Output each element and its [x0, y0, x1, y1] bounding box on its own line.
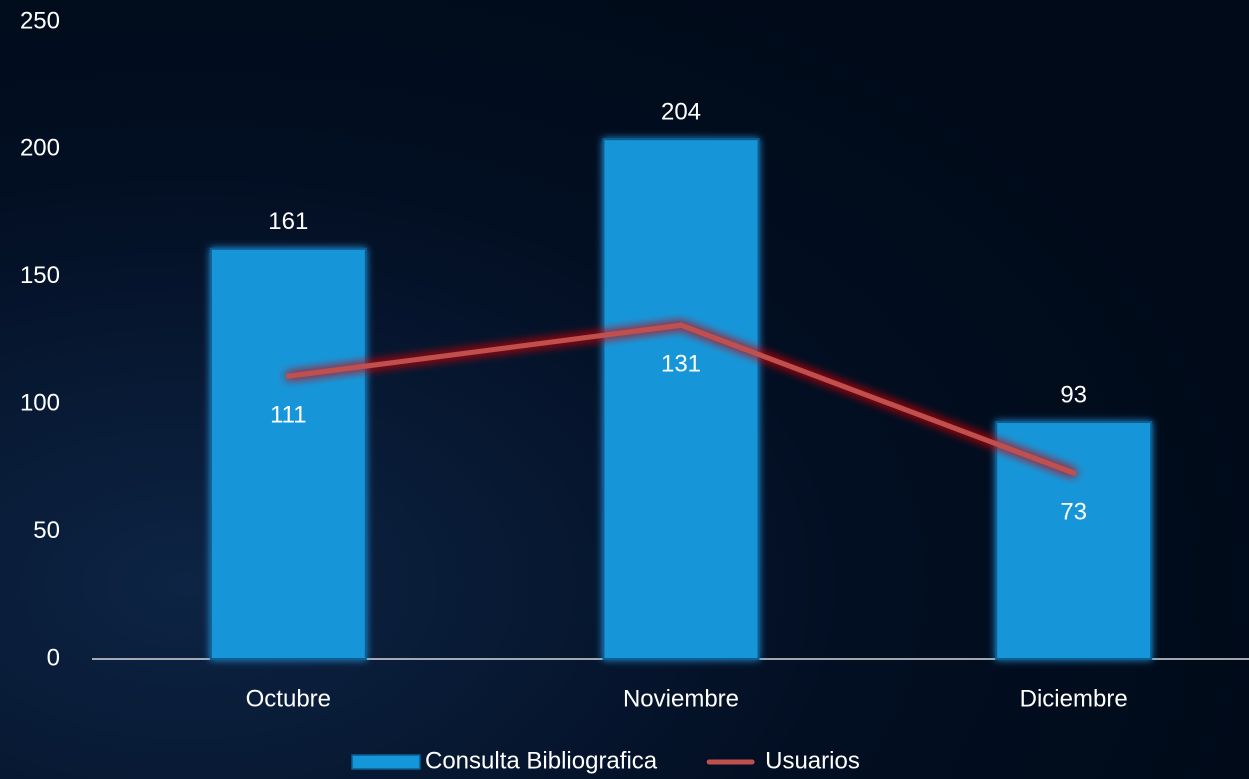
- legend-label: Usuarios: [765, 747, 860, 774]
- line-value-label: 73: [1060, 498, 1087, 525]
- bar-value-label: 161: [268, 208, 308, 235]
- bar: [209, 247, 367, 660]
- x-tick-label: Diciembre: [1020, 685, 1128, 712]
- legend-swatch: [351, 754, 421, 770]
- line-series: [285, 322, 1077, 476]
- line-value-label: 111: [270, 402, 306, 429]
- bar-value-label: 204: [661, 99, 701, 126]
- bar: [995, 421, 1153, 661]
- x-tick-label: Noviembre: [623, 685, 739, 712]
- y-tick-label: 0: [47, 644, 60, 671]
- y-tick-label: 250: [20, 7, 60, 34]
- y-tick-label: 200: [20, 135, 60, 162]
- line-value-label: 131: [661, 351, 701, 378]
- y-tick-label: 150: [20, 262, 60, 289]
- bar: [602, 138, 760, 660]
- bar-value-label: 93: [1060, 381, 1087, 408]
- legend-label: Consulta Bibliografica: [425, 747, 658, 774]
- x-tick-label: Octubre: [246, 685, 331, 712]
- y-tick-label: 100: [20, 390, 60, 417]
- y-tick-label: 50: [33, 517, 60, 544]
